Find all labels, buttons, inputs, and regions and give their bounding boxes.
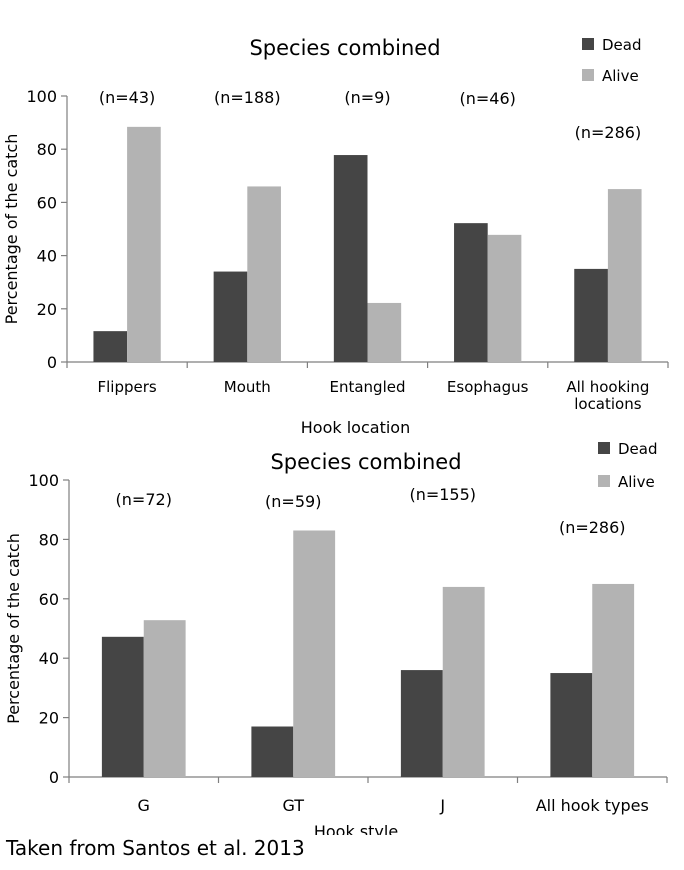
location-bar-dead xyxy=(213,271,248,362)
location-sample-size-label: (n=188) xyxy=(214,88,281,107)
location-chart-title: Species combined xyxy=(249,36,440,60)
style-sample-size-label: (n=72) xyxy=(116,490,172,509)
location-bar-alive xyxy=(127,126,161,362)
location-x-tick-label: locations xyxy=(574,395,642,413)
style-bar-alive xyxy=(143,620,186,777)
style-bar-alive xyxy=(293,530,336,777)
location-sample-size-label: (n=43) xyxy=(99,88,155,107)
location-x-axis-label: Hook location xyxy=(301,418,410,437)
location-bar-alive xyxy=(367,302,402,362)
style-legend-alive-swatch xyxy=(598,475,610,487)
location-legend-alive-label: Alive xyxy=(602,67,639,85)
hook-location-chart-svg: 0 20 40 60 80 100 Flippers (n=43) Mouth (n=188) En… xyxy=(2,36,669,437)
location-legend-alive-swatch xyxy=(582,69,594,81)
style-y-tick-label: 60 xyxy=(39,590,59,609)
style-sample-size-label: (n=59) xyxy=(265,492,321,511)
location-x-tick-label: Flippers xyxy=(97,378,156,396)
style-x-axis-label: Hook style xyxy=(314,822,398,835)
style-y-tick-label: 40 xyxy=(39,649,59,668)
style-x-tick-label: J xyxy=(439,796,445,815)
style-y-axis-label: Percentage of the catch xyxy=(4,533,23,724)
style-x-tick-label: G xyxy=(138,796,150,815)
hook-location-chart: 0 20 40 60 80 100 Flippers (n=43) Mouth (n=188) En… xyxy=(2,36,669,437)
location-y-tick-label: 20 xyxy=(37,300,57,319)
style-x-tick-label: All hook types xyxy=(536,796,649,815)
location-legend-dead-swatch xyxy=(582,38,594,50)
style-bar-alive xyxy=(592,583,635,777)
style-y-tick-label: 20 xyxy=(39,709,59,728)
location-y-tick-label: 40 xyxy=(37,247,57,266)
location-legend-dead-label: Dead xyxy=(602,36,642,54)
location-sample-size-label: (n=286) xyxy=(575,123,642,142)
style-bar-alive xyxy=(442,586,485,777)
location-bar-alive xyxy=(607,189,642,362)
style-legend-dead-label: Dead xyxy=(618,440,658,458)
style-chart-title: Species combined xyxy=(270,450,461,474)
location-bar-dead xyxy=(93,331,128,362)
style-y-tick-label: 80 xyxy=(39,530,59,549)
style-legend-alive-label: Alive xyxy=(618,473,655,491)
location-bar-alive xyxy=(487,234,522,362)
style-sample-size-label: (n=155) xyxy=(409,485,476,504)
location-y-tick-label: 0 xyxy=(47,353,57,372)
location-y-tick-label: 100 xyxy=(26,87,57,106)
style-legend-dead-swatch xyxy=(598,442,610,454)
location-bar-alive xyxy=(247,186,281,362)
style-bar-dead xyxy=(550,673,593,777)
location-x-tick-label: Entangled xyxy=(329,378,405,396)
location-bar-dead xyxy=(574,268,608,362)
location-sample-size-label: (n=9) xyxy=(344,88,390,107)
location-y-tick-label: 60 xyxy=(37,193,57,212)
style-bar-dead xyxy=(400,670,443,777)
location-bar-dead xyxy=(333,155,368,362)
style-x-tick-label: GT xyxy=(282,796,304,815)
location-y-tick-label: 80 xyxy=(37,140,57,159)
source-note: Taken from Santos et al. 2013 xyxy=(6,836,305,860)
style-y-tick-label: 100 xyxy=(28,471,59,490)
location-y-axis-label: Percentage of the catch xyxy=(2,134,21,325)
location-x-tick-label: Esophagus xyxy=(447,378,529,396)
style-bar-dead xyxy=(101,636,144,777)
style-sample-size-label: (n=286) xyxy=(559,518,626,537)
location-x-tick-label: Mouth xyxy=(224,378,271,396)
style-y-tick-label: 0 xyxy=(49,768,59,787)
location-x-tick-label: All hooking xyxy=(566,378,649,396)
location-sample-size-label: (n=46) xyxy=(460,89,516,108)
style-bar-dead xyxy=(251,726,294,777)
hook-style-chart: 0 20 40 60 80 100 G (n=72) GT (n=59) J (n=155) All h… xyxy=(0,440,684,841)
location-bar-dead xyxy=(454,223,488,362)
hook-style-chart-svg: 0 20 40 60 80 100 G (n=72) GT (n=59) J (n=155) All h… xyxy=(4,440,668,841)
